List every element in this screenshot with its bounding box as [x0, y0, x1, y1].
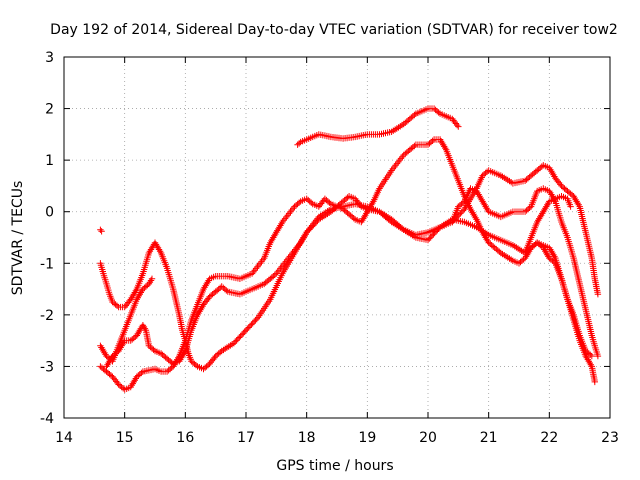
x-tick-label-7: 21 [480, 430, 498, 446]
y-tick-label-0: -4 [40, 411, 54, 427]
x-axis-label: GPS time / hours [276, 458, 393, 474]
data-markers [97, 105, 602, 393]
x-tick-label-9: 23 [601, 430, 619, 446]
x-tick-label-5: 19 [358, 430, 376, 446]
y-tick-label-3: -1 [40, 256, 54, 272]
series-markers-track-a [97, 226, 105, 235]
y-tick-label-6: 2 [45, 102, 54, 118]
x-tick-label-1: 15 [116, 430, 134, 446]
series-markers-track-f [294, 105, 462, 148]
series-markers-track-g [449, 185, 602, 360]
y-axis-label: SDTVAR / TECUs [10, 181, 26, 296]
x-tick-label-3: 17 [237, 430, 255, 446]
x-tick-label-4: 18 [298, 430, 316, 446]
x-tick-label-6: 20 [419, 430, 437, 446]
chart-title: Day 192 of 2014, Sidereal Day-to-day VTE… [50, 22, 618, 38]
y-tick-label-2: -2 [40, 308, 54, 324]
y-tick-label-1: -3 [40, 359, 54, 375]
series-track-a [97, 226, 105, 235]
plot-frame [63, 56, 611, 419]
x-tick-label-2: 16 [176, 430, 194, 446]
series-markers-track-e [103, 162, 602, 370]
y-tick-label-7: 3 [45, 50, 54, 66]
series-track-h [521, 193, 574, 257]
series-track-e [103, 162, 602, 370]
series-markers-track-h [521, 193, 574, 257]
y-tick-label-4: 0 [45, 205, 54, 221]
series-track-f [294, 105, 462, 148]
x-tick-label-8: 22 [540, 430, 558, 446]
x-tick-label-0: 14 [55, 430, 73, 446]
y-tick-label-5: 1 [45, 153, 54, 169]
series-track-g [449, 185, 602, 360]
